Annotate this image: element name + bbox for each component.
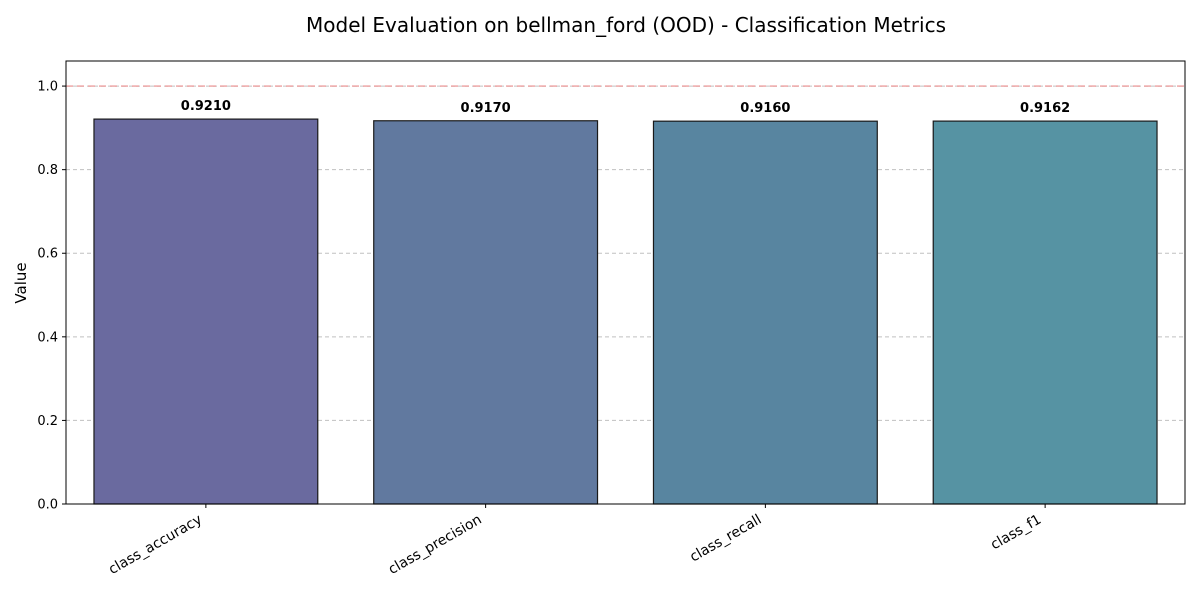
- bar-value-label: 0.9210: [181, 99, 231, 114]
- x-tick-label: class_recall: [687, 512, 764, 566]
- y-axis-label: Value: [12, 262, 30, 303]
- data-labels-group: 0.9210 0.9170 0.9160 0.9162: [181, 99, 1070, 116]
- plot-frame: [65, 60, 1186, 505]
- bar-value-label: 0.9170: [461, 101, 511, 116]
- bar: [932, 120, 1158, 505]
- bar-value-label: 0.9162: [1020, 101, 1070, 116]
- chart-title: Model Evaluation on bellman_ford (OOD) -…: [306, 13, 946, 37]
- x-tick-label: class_f1: [988, 512, 1044, 554]
- y-tick-label: 0.4: [37, 330, 58, 345]
- y-tick-label: 0.0: [37, 498, 58, 513]
- bar: [93, 118, 319, 505]
- y-tick-label: 0.2: [37, 414, 58, 429]
- x-axis-ticks: class_accuracy class_precision class_recal…: [106, 504, 1046, 578]
- y-tick-label: 0.8: [37, 163, 58, 178]
- y-axis-ticks: 0.0 0.2 0.4 0.6 0.8 1.0: [37, 80, 66, 513]
- y-tick-label: 1.0: [37, 80, 58, 95]
- bars-group: [93, 118, 1158, 505]
- bar: [652, 120, 878, 505]
- bar: [373, 120, 599, 505]
- y-tick-label: 0.6: [37, 247, 58, 262]
- x-tick-label: class_accuracy: [106, 512, 205, 578]
- bar-value-label: 0.9160: [740, 101, 790, 116]
- x-tick-label: class_precision: [386, 512, 485, 578]
